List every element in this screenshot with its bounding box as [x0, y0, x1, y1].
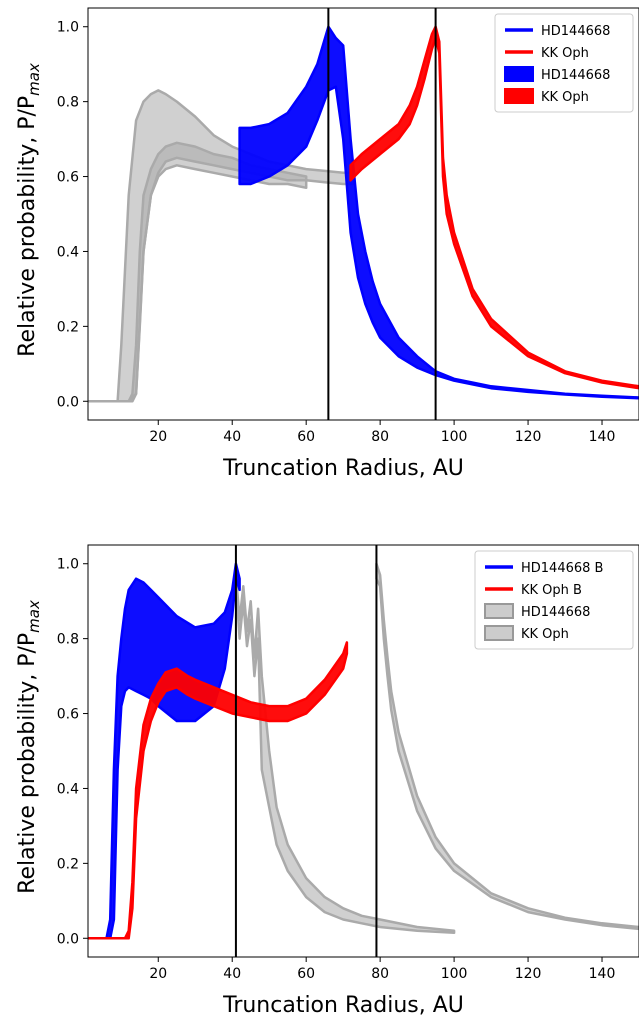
series-band-2 — [88, 141, 308, 403]
y-tick-label: 1.0 — [57, 557, 79, 573]
x-tick-label: 60 — [297, 429, 315, 445]
series-band-1 — [88, 89, 356, 403]
plot-frame — [87, 544, 639, 958]
y-tick-label: 0.0 — [57, 394, 79, 410]
x-tick-label: 140 — [589, 966, 616, 982]
y-axis-label: Relative probability, P/Pmax — [15, 600, 43, 894]
legend-swatch-patch — [504, 88, 534, 104]
y-tick-label: 0.4 — [57, 244, 79, 260]
legend-box — [494, 13, 634, 113]
x-tick-label: 120 — [515, 966, 542, 982]
y-tick-label: 0.2 — [57, 319, 79, 335]
legend-box — [474, 550, 634, 650]
series-band-1 — [234, 573, 456, 934]
y-tick-label: 0.6 — [57, 707, 79, 723]
x-tick-label: 60 — [297, 966, 315, 982]
y-axis-label-subscript: max — [25, 63, 43, 96]
legend: HD144668 B KK Oph B HD144668 KK Oph — [474, 550, 634, 650]
legend-label: HD144668 B — [521, 561, 603, 576]
y-axis-label-main: Relative probability, P/P — [15, 633, 40, 894]
x-tick-label: 100 — [441, 966, 468, 982]
x-tick-label: 80 — [371, 429, 389, 445]
x-tick-label: 80 — [371, 966, 389, 982]
legend-label: KK Oph — [541, 90, 589, 105]
y-tick-label: 1.0 — [57, 20, 79, 36]
y-tick-label: 0.2 — [57, 856, 79, 872]
legend-swatch-patch — [504, 66, 534, 82]
legend-label: HD144668 — [541, 24, 610, 39]
x-tick-label: 20 — [149, 966, 167, 982]
y-tick-label: 0.6 — [57, 170, 79, 186]
x-tick-label: 100 — [441, 429, 468, 445]
x-tick-label: 140 — [589, 429, 616, 445]
y-tick-label: 0.8 — [57, 95, 79, 111]
legend-label: KK Oph B — [521, 583, 582, 598]
x-tick-label: 120 — [515, 429, 542, 445]
legend-label: HD144668 — [521, 605, 590, 620]
series-band-3 — [238, 25, 639, 400]
legend-label: HD144668 — [541, 68, 610, 83]
plot-area — [88, 8, 639, 420]
plot-frame — [87, 7, 639, 421]
legend-label: KK Oph — [541, 46, 589, 61]
chart-panel-1: 20 40 60 80 100 120 140 0.0 0.2 0.4 0.6 0.8 1.0 Trunc… — [15, 7, 639, 481]
legend-swatch-patch — [484, 603, 514, 619]
plot-area — [88, 545, 639, 957]
series-band-4 — [349, 25, 639, 390]
x-tick-label: 40 — [223, 966, 241, 982]
legend-label: KK Oph — [521, 627, 569, 642]
y-axis-label-main: Relative probability, P/P — [15, 96, 40, 357]
y-tick-label: 0.4 — [57, 781, 79, 797]
x-tick-label: 40 — [223, 429, 241, 445]
x-tick-label: 20 — [149, 429, 167, 445]
series-band-4 — [88, 641, 349, 940]
y-tick-label: 0.8 — [57, 632, 79, 648]
y-axis-label-subscript: max — [25, 600, 43, 633]
chart-panel-2: 20 40 60 80 100 120 140 0.0 0.2 0.4 0.6 0.8 1.0 Trunc… — [15, 544, 639, 1015]
x-axis-label: Truncation Radius, AU — [222, 993, 464, 1015]
legend: HD144668 KK Oph HD144668 KK Oph — [494, 13, 634, 113]
y-tick-label: 0.0 — [57, 931, 79, 947]
y-axis-label: Relative probability, P/Pmax — [15, 63, 43, 357]
series-band-2 — [375, 562, 639, 931]
series-band-3 — [88, 562, 241, 940]
legend-swatch-patch — [484, 625, 514, 641]
x-axis-label: Truncation Radius, AU — [222, 456, 464, 481]
